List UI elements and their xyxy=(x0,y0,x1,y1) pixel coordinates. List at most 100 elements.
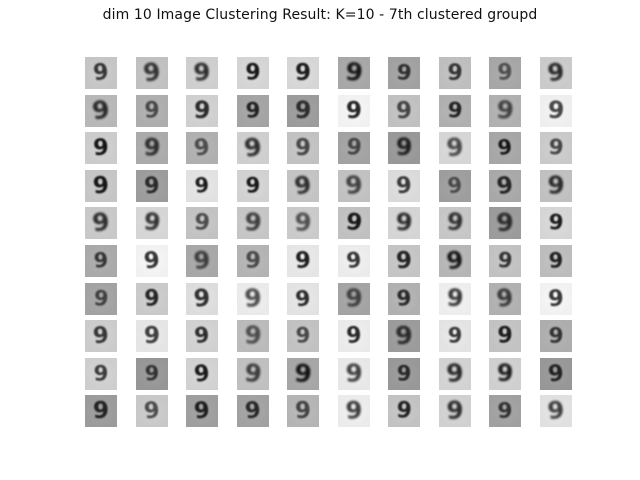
digit-thumbnail: 9 xyxy=(237,320,269,352)
digit-glyph: 9 xyxy=(345,396,363,425)
digit-glyph: 9 xyxy=(292,170,314,201)
digit-glyph: 9 xyxy=(446,97,464,124)
digit-thumbnail: 9 xyxy=(136,170,168,202)
digit-thumbnail: 9 xyxy=(136,132,168,164)
digit-glyph: 9 xyxy=(445,208,465,237)
digit-glyph: 9 xyxy=(548,323,564,348)
digit-glyph: 9 xyxy=(192,360,212,387)
digit-thumbnail: 9 xyxy=(85,395,117,427)
digit-thumbnail: 9 xyxy=(540,132,572,164)
digit-glyph: 9 xyxy=(446,172,464,199)
digit-thumbnail: 9 xyxy=(136,395,168,427)
digit-glyph: 9 xyxy=(243,283,263,313)
digit-thumbnail: 9 xyxy=(338,320,370,352)
digit-thumbnail: 9 xyxy=(287,358,319,390)
digit-glyph: 9 xyxy=(495,207,515,237)
digit-glyph: 9 xyxy=(546,58,566,87)
digit-glyph: 9 xyxy=(142,397,162,424)
digit-glyph: 9 xyxy=(244,247,262,274)
digit-thumbnail: 9 xyxy=(237,132,269,164)
digit-thumbnail: 9 xyxy=(489,170,521,202)
digit-glyph: 9 xyxy=(447,323,463,348)
digit-thumbnail: 9 xyxy=(237,395,269,427)
digit-thumbnail: 9 xyxy=(388,395,420,427)
digit-glyph: 9 xyxy=(294,397,312,424)
digit-glyph: 9 xyxy=(394,133,414,162)
digit-thumbnail: 9 xyxy=(540,170,572,202)
digit-thumbnail: 9 xyxy=(237,170,269,202)
digit-glyph: 9 xyxy=(444,245,465,276)
digit-thumbnail: 9 xyxy=(136,320,168,352)
digit-thumbnail: 9 xyxy=(85,320,117,352)
digit-glyph: 9 xyxy=(192,209,212,237)
digit-glyph: 9 xyxy=(192,246,212,275)
digit-glyph: 9 xyxy=(293,285,312,312)
digit-glyph: 9 xyxy=(90,95,112,126)
digit-glyph: 9 xyxy=(345,247,363,274)
digit-glyph: 9 xyxy=(445,132,465,162)
digit-thumbnail: 9 xyxy=(439,95,471,127)
digit-glyph: 9 xyxy=(193,322,211,349)
digit-thumbnail: 9 xyxy=(489,358,521,390)
digit-glyph: 9 xyxy=(193,173,211,198)
digit-glyph: 9 xyxy=(395,247,413,274)
digit-glyph: 9 xyxy=(395,286,413,311)
digit-glyph: 9 xyxy=(395,172,413,199)
digit-thumbnail: 9 xyxy=(338,57,370,89)
digit-thumbnail: 9 xyxy=(540,95,572,127)
digit-thumbnail: 9 xyxy=(489,207,521,239)
digit-thumbnail: 9 xyxy=(388,283,420,315)
digit-glyph: 9 xyxy=(395,59,414,86)
digit-glyph: 9 xyxy=(192,397,211,424)
digit-thumbnail: 9 xyxy=(85,132,117,164)
digit-glyph: 9 xyxy=(548,248,564,273)
digit-thumbnail: 9 xyxy=(136,57,168,89)
digit-thumbnail: 9 xyxy=(540,395,572,427)
digit-thumbnail: 9 xyxy=(287,395,319,427)
figure-title: dim 10 Image Clustering Result: K=10 - 7… xyxy=(102,7,538,23)
digit-thumbnail: 9 xyxy=(237,358,269,390)
digit-glyph: 9 xyxy=(345,322,363,349)
digit-thumbnail: 9 xyxy=(388,132,420,164)
digit-thumbnail: 9 xyxy=(85,283,117,315)
digit-thumbnail: 9 xyxy=(237,95,269,127)
digit-glyph: 9 xyxy=(395,397,413,424)
digit-glyph: 9 xyxy=(497,398,513,423)
digit-thumbnail: 9 xyxy=(287,95,319,127)
digit-thumbnail: 9 xyxy=(388,320,420,352)
digit-glyph: 9 xyxy=(494,95,516,126)
digit-glyph: 9 xyxy=(344,208,364,237)
digit-glyph: 9 xyxy=(144,361,160,386)
digit-glyph: 9 xyxy=(92,134,110,161)
digit-thumbnail: 9 xyxy=(186,95,218,127)
digit-thumbnail: 9 xyxy=(287,207,319,239)
digit-thumbnail: 9 xyxy=(388,170,420,202)
digit-glyph: 9 xyxy=(143,322,161,349)
digit-glyph: 9 xyxy=(547,210,565,235)
digit-glyph: 9 xyxy=(245,173,261,198)
digit-glyph: 9 xyxy=(192,58,212,87)
digit-glyph: 9 xyxy=(243,320,263,351)
digit-glyph: 9 xyxy=(245,60,261,85)
digit-thumbnail: 9 xyxy=(85,57,117,89)
digit-thumbnail: 9 xyxy=(540,57,572,89)
digit-glyph: 9 xyxy=(92,59,110,86)
digit-glyph: 9 xyxy=(93,361,109,386)
digit-thumbnail: 9 xyxy=(439,132,471,164)
digit-thumbnail: 9 xyxy=(287,132,319,164)
digit-glyph: 9 xyxy=(496,247,514,274)
digit-thumbnail: 9 xyxy=(489,320,521,352)
digit-glyph: 9 xyxy=(446,59,464,86)
digit-thumbnail: 9 xyxy=(540,245,572,277)
digit-glyph: 9 xyxy=(142,133,162,162)
digit-thumbnail: 9 xyxy=(186,320,218,352)
digit-glyph: 9 xyxy=(394,320,414,351)
digit-thumbnail: 9 xyxy=(338,245,370,277)
digit-thumbnail: 9 xyxy=(85,207,117,239)
digit-glyph: 9 xyxy=(141,57,163,88)
digit-thumbnail: 9 xyxy=(186,283,218,315)
digit-glyph: 9 xyxy=(494,171,515,200)
digit-thumbnail: 9 xyxy=(338,395,370,427)
digit-thumbnail: 9 xyxy=(439,57,471,89)
digit-thumbnail: 9 xyxy=(186,395,218,427)
